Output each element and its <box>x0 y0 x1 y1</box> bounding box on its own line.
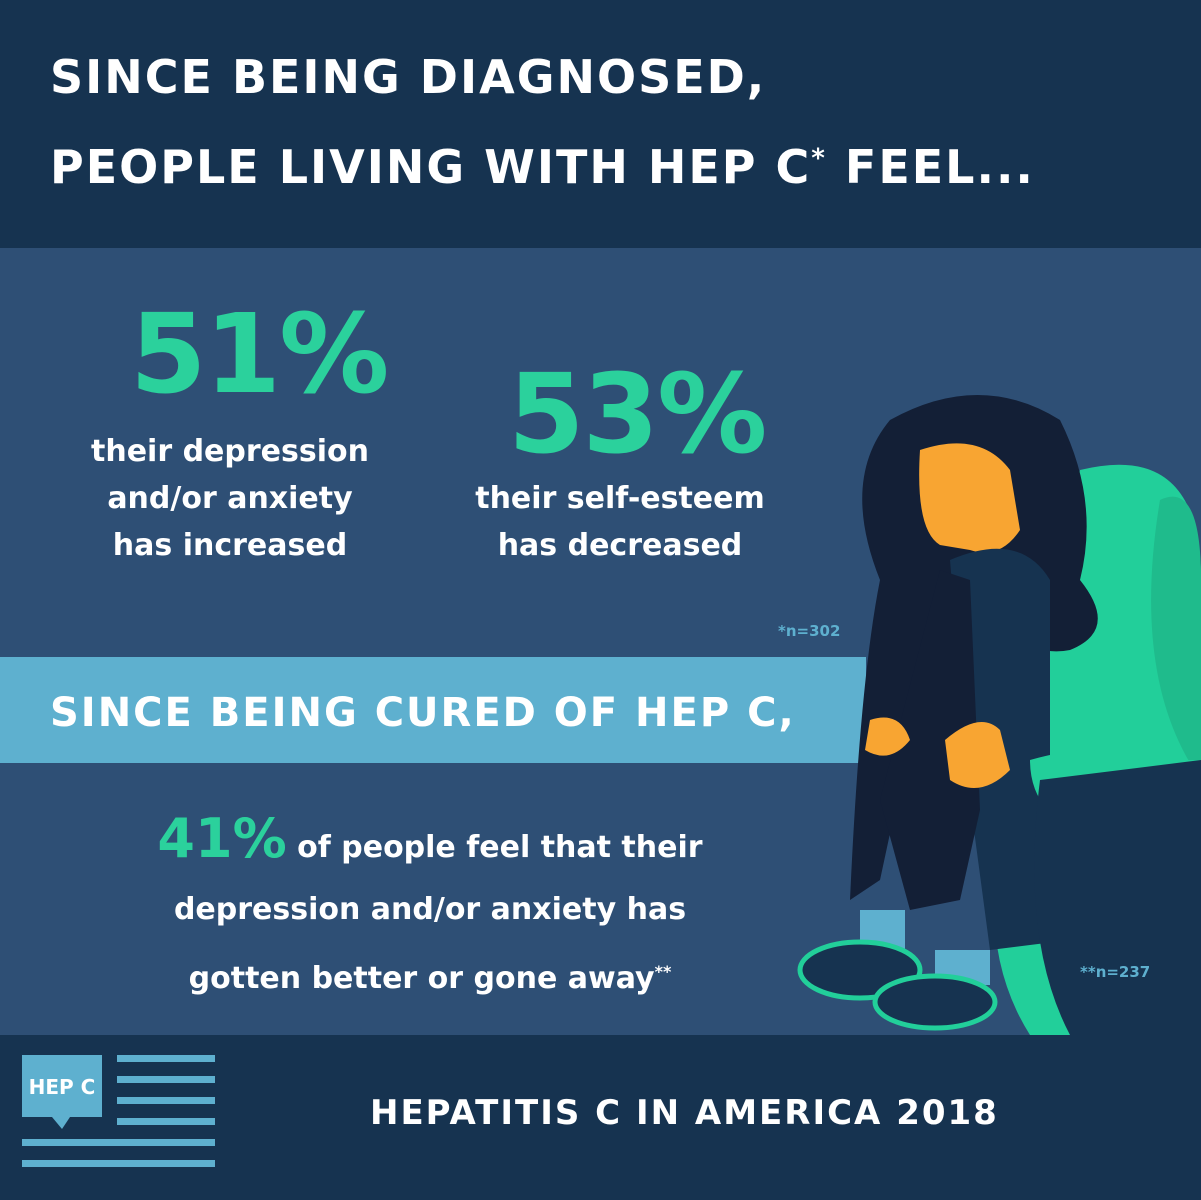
line: depression and/or anxiety has <box>173 892 687 927</box>
line: their self-esteem <box>475 481 765 516</box>
logo: HEP C <box>28 1075 96 1099</box>
stat-value: 53% <box>508 350 767 478</box>
title-text: FEEL... <box>844 140 1035 194</box>
line-text: of people feel that their <box>297 830 703 865</box>
illustration <box>797 395 1201 1035</box>
title-line: SINCE BEING DIAGNOSED, <box>50 50 767 104</box>
stat-value: 51% <box>130 290 389 418</box>
cured-desc: 41% of people feel that their depression… <box>60 808 800 1010</box>
line: their depression <box>91 434 369 469</box>
title-line: PEOPLE LIVING WITH HEP C* FEEL... <box>50 140 1035 194</box>
title-mark: * <box>811 143 827 174</box>
line: gotten better or gone away** <box>60 941 800 1010</box>
footnote: *n=302 <box>778 622 841 640</box>
line: has decreased <box>497 528 743 563</box>
banner: SINCE BEING CURED OF HEP C, <box>50 690 796 736</box>
footer-title: HEPATITIS C IN AMERICA 2018 <box>370 1093 999 1133</box>
title-text: PEOPLE LIVING WITH HEP C <box>50 140 812 194</box>
mark: ** <box>654 962 672 981</box>
stat-desc: their self-esteem has decreased <box>440 475 800 569</box>
line: and/or anxiety <box>107 481 353 516</box>
logo-art <box>22 1055 215 1167</box>
header-bg <box>0 0 1201 248</box>
line: has increased <box>112 528 348 563</box>
banner-bg <box>0 657 866 763</box>
cured-value: 41% <box>157 807 287 870</box>
line: 41% of people feel that their <box>60 808 800 879</box>
stat-desc: their depression and/or anxiety has incr… <box>60 428 400 569</box>
line-text: gotten better or gone away <box>188 961 655 996</box>
footer-bg <box>0 1035 1201 1200</box>
footnote: **n=237 <box>1080 963 1151 981</box>
